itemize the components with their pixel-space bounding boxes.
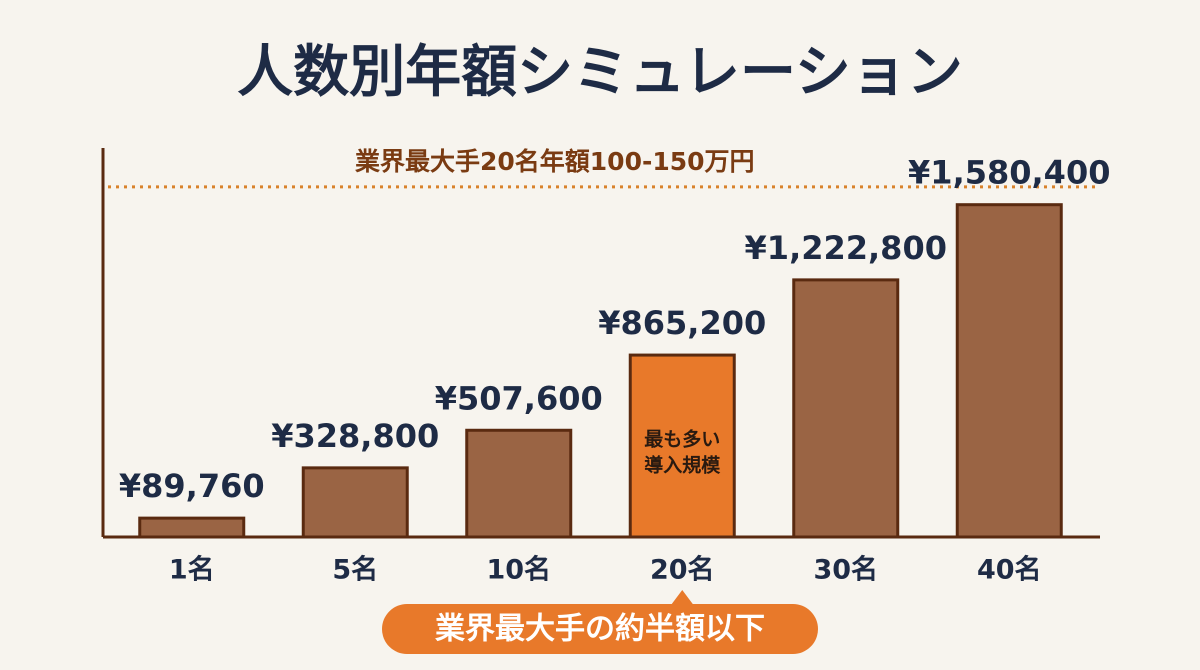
bar-note: 導入規模 [644, 454, 721, 477]
bar-note: 最も多い [644, 428, 720, 451]
annotation-pointer [670, 590, 695, 606]
value-label: ¥865,200 [598, 304, 766, 342]
value-label: ¥89,760 [119, 467, 265, 505]
x-tick-label: 40名 [977, 554, 1042, 586]
annotation: 業界最大手の約半額以下 [435, 612, 765, 647]
bar [955, 203, 1063, 539]
bar [628, 353, 736, 539]
value-label: ¥1,580,400 [908, 154, 1110, 192]
bar [792, 278, 900, 539]
annotation-pill [382, 604, 818, 654]
x-tick-label: 1名 [169, 554, 215, 586]
x-tick-label: 10名 [486, 554, 551, 586]
x-tick-label: 5名 [332, 554, 378, 586]
bar [465, 428, 573, 539]
reference-label: 業界最大手20名年額100-150万円 [355, 147, 755, 176]
value-label: ¥1,222,800 [745, 229, 947, 267]
x-tick-label: 30名 [813, 554, 878, 586]
value-label: ¥328,800 [271, 417, 439, 455]
chart-title: 人数別年額シミュレーション [237, 40, 963, 105]
value-label: ¥507,600 [435, 379, 603, 417]
bar [138, 516, 246, 539]
bar [301, 466, 409, 539]
x-tick-label: 20名 [650, 554, 715, 586]
